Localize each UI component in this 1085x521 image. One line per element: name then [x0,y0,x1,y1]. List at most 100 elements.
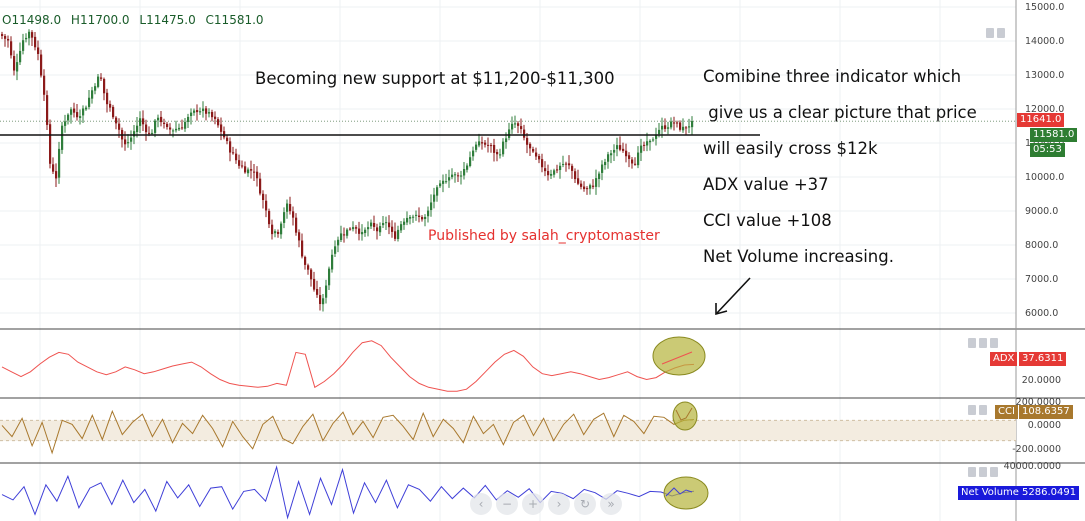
candle [28,29,31,46]
candle-body [418,215,421,217]
candle [283,207,286,229]
candle [676,120,679,128]
candle-body [565,163,568,165]
candle-body [559,165,562,171]
adx-down-icon[interactable] [979,338,987,348]
candle-body [481,142,484,144]
candle [379,222,382,236]
candle [292,206,295,226]
candle [154,119,157,138]
volume-line-tail [665,487,693,497]
candle-body [574,171,577,180]
candle [199,107,202,115]
candle [232,146,235,155]
candle-body [295,217,298,233]
candle [349,227,352,231]
candle-body [172,130,175,132]
candle-body [436,187,439,196]
candle-body [664,125,667,129]
go-to-end-icon[interactable]: » [600,493,622,515]
candle-body [628,155,631,159]
volume-close-icon[interactable] [990,467,998,477]
adx-pane[interactable] [1,340,695,392]
candle [358,221,361,241]
candle-body [34,36,37,48]
scroll-right-icon[interactable]: › [548,493,570,515]
candle [652,137,655,142]
candle-body [292,211,295,218]
candle [139,111,142,134]
volume-tick: 40000.0000 [1003,461,1061,472]
candle [418,207,421,223]
cci-highlight [672,401,698,431]
scroll-left-icon[interactable]: ‹ [470,493,492,515]
candle-body [658,129,661,135]
volume-up-icon[interactable] [968,467,976,477]
candle [643,141,646,152]
adx-up-icon[interactable] [968,338,976,348]
candle-body [214,116,217,119]
candle [52,157,55,174]
candle-body [466,165,469,170]
candle [274,229,277,238]
pane-settings-icon[interactable] [986,28,994,38]
candle [340,225,343,243]
candle [172,128,175,138]
candle-body [685,127,688,129]
price-pane[interactable] [0,29,1016,312]
candle [619,136,622,152]
zoom-out-icon[interactable]: − [496,493,518,515]
cci-down-icon[interactable] [979,405,987,415]
candle [490,143,493,153]
candle [115,116,118,130]
candle-body [691,121,694,128]
candle [541,153,544,173]
zoom-in-icon[interactable]: + [522,493,544,515]
reset-chart-icon[interactable]: ↻ [574,493,596,515]
price-axis[interactable]: 6000.07000.08000.09000.010000.011000.012… [1025,2,1064,319]
candle [613,144,616,161]
cci-pane[interactable] [0,409,1016,455]
candle [478,133,481,148]
candle [592,179,595,190]
candle [685,125,688,135]
candle [298,229,301,248]
candle-body [265,200,268,211]
price-tick-label: 6000.0 [1025,308,1058,319]
candle-body [607,154,610,162]
cci-tick-neg200: -200.0000 [1012,444,1061,455]
candle [451,168,454,180]
candle-body [22,40,25,51]
volume-down-icon[interactable] [979,467,987,477]
candle-body [85,107,88,110]
candle [520,118,523,134]
pane-maximize-icon[interactable] [997,28,1005,38]
candle-body [256,171,259,179]
adx-close-icon[interactable] [990,338,998,348]
candle [112,104,115,120]
candle [412,214,415,223]
candle-body [400,224,403,231]
candle [58,141,61,184]
cci-up-icon[interactable] [968,405,976,415]
candle [688,118,691,134]
candle-body [145,124,148,133]
candle [679,120,682,132]
candle [361,224,364,241]
candle-body [631,159,634,164]
candle [421,215,424,222]
candle-body [547,171,550,176]
candle [160,111,163,127]
candle-body [142,118,145,125]
candle [406,211,409,226]
candle [55,163,58,188]
candle-body [112,106,115,118]
candle [346,228,349,239]
candle-body [124,139,127,145]
candle-body [268,210,271,225]
candle-body [646,141,649,146]
candle-body [478,141,481,146]
candle-body [475,144,478,150]
candle [304,255,307,270]
